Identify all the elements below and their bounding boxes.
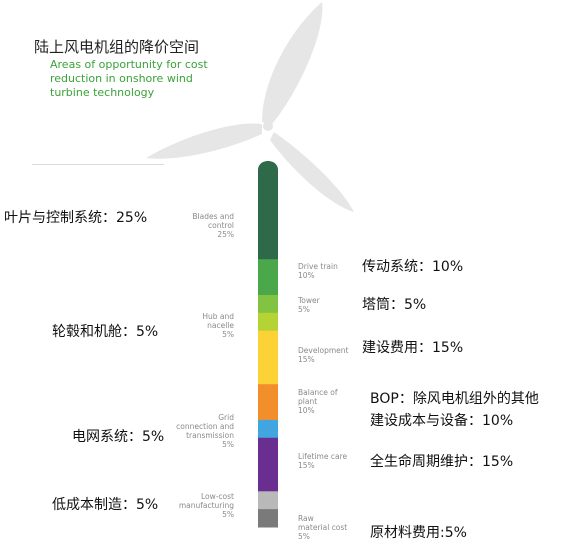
label-zh-manufacturing: 低成本制造：5% <box>52 497 159 513</box>
label-en-grid: Grid connection and transmission 5% <box>146 413 234 449</box>
label-en-tower: Tower 5% <box>298 296 368 314</box>
subtitle-line: turbine technology <box>50 86 155 99</box>
label-en-bop: Balance of plant 10% <box>298 388 368 415</box>
label-zh-tower: 塔筒：5% <box>362 297 427 313</box>
label-en-pct: 15% <box>298 355 315 364</box>
tower-cap <box>258 161 278 170</box>
label-en-lifetime: Lifetime care 15% <box>298 452 368 470</box>
tower-segment-raw <box>258 509 278 528</box>
subtitle-line: Areas of opportunity for cost <box>50 58 208 71</box>
label-en-pct: 5% <box>298 305 310 314</box>
label-en-pct: 10% <box>298 406 315 415</box>
label-en-pct: 5% <box>298 532 310 541</box>
label-en-line: Balance of <box>298 388 338 397</box>
tower-segment-drive-train <box>258 259 278 296</box>
label-en-raw: Raw material cost 5% <box>298 514 368 541</box>
label-en-line: Drive train <box>298 262 338 271</box>
label-zh-bop-2: 建设成本与设备：10% <box>370 413 514 429</box>
turbine-hub-icon <box>263 121 273 131</box>
label-en-pct: 5% <box>222 510 234 519</box>
tower-segment-manufacturing <box>258 491 278 510</box>
label-en-line: Lifetime care <box>298 452 348 461</box>
tower-segment-blades <box>258 170 278 260</box>
label-en-pct: 5% <box>222 330 234 339</box>
cost-tower <box>258 161 278 528</box>
divider <box>32 164 164 165</box>
label-en-pct: 25% <box>217 230 234 239</box>
label-en-manufacturing: Low-cost manufacturing 5% <box>146 492 234 519</box>
page-subtitle: Areas of opportunity for cost reduction … <box>50 58 240 100</box>
label-zh-lifetime: 全生命周期维护：15% <box>370 454 514 470</box>
tower-segment-tower <box>258 294 278 314</box>
tower-segment-lifetime <box>258 437 278 492</box>
label-en-line: connection and <box>176 422 234 431</box>
label-zh-development: 建设费用：15% <box>362 340 464 356</box>
subtitle-line: reduction in onshore wind <box>50 72 193 85</box>
label-en-pct: 10% <box>298 271 315 280</box>
turbine-blade-top <box>262 2 323 124</box>
label-en-pct: 5% <box>222 440 234 449</box>
label-en-development: Development 15% <box>298 346 368 364</box>
label-zh-raw: 原材料费用:5% <box>370 525 467 541</box>
label-en-line: Low-cost <box>200 492 234 501</box>
label-zh-bop-1: BOP：除风电机组外的其他 <box>370 391 539 407</box>
turbine-blades <box>146 2 354 212</box>
turbine-blade-right <box>270 132 354 212</box>
tower-segment-hub <box>258 312 278 332</box>
label-en-hub: Hub and nacelle 5% <box>146 312 234 339</box>
label-zh-hub: 轮毂和机舱：5% <box>52 324 159 340</box>
page-title: 陆上风电机组的降价空间 <box>34 38 200 56</box>
label-en-line: Blades and <box>192 212 234 221</box>
label-en-line: material cost <box>298 523 348 532</box>
label-en-line: Development <box>298 346 349 355</box>
label-en-drive-train: Drive train 10% <box>298 262 368 280</box>
label-en-blades: Blades and control 25% <box>146 212 234 239</box>
label-en-line: Grid <box>218 413 234 422</box>
label-en-line: Hub and <box>202 312 234 321</box>
label-en-line: Raw <box>298 514 314 523</box>
label-en-line: manufacturing <box>178 501 234 510</box>
tower-segment-grid <box>258 419 278 439</box>
label-zh-drive-train: 传动系统：10% <box>362 259 464 275</box>
tower-segment-development <box>258 330 278 385</box>
tower-segment-bop <box>258 384 278 421</box>
label-en-line: Tower <box>298 296 320 305</box>
label-en-line: transmission <box>186 431 234 440</box>
label-en-line: plant <box>298 397 318 406</box>
turbine-blade-left <box>146 123 262 159</box>
label-en-line: control <box>208 221 234 230</box>
label-zh-blades: 叶片与控制系统：25% <box>4 210 148 226</box>
label-en-pct: 15% <box>298 461 315 470</box>
label-en-line: nacelle <box>207 321 234 330</box>
label-zh-grid: 电网系统：5% <box>72 429 165 445</box>
